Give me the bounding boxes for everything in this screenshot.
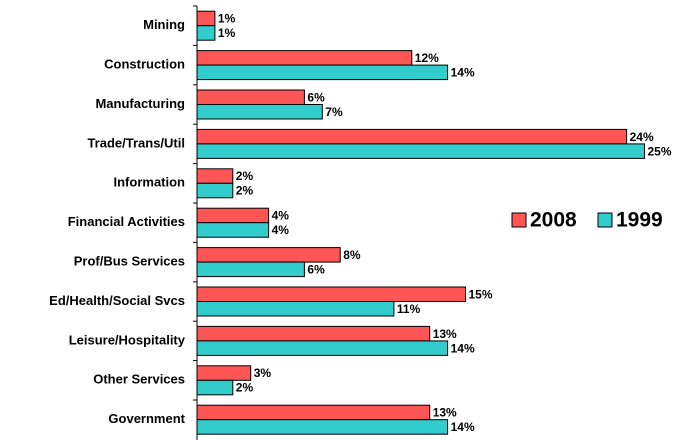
category-label: Ed/Health/Social Svcs: [49, 293, 185, 308]
value-label: 24%: [630, 130, 654, 144]
bar: [196, 104, 323, 120]
bar: [196, 419, 449, 435]
category-label: Prof/Bus Services: [74, 254, 185, 269]
value-label: 1%: [218, 12, 236, 26]
category-label: Financial Activities: [68, 214, 185, 229]
value-label: 4%: [272, 209, 290, 223]
legend-swatch: [597, 212, 613, 228]
category-label: Manufacturing: [95, 96, 185, 111]
value-label: 12%: [415, 51, 439, 65]
bar: [196, 128, 628, 145]
bar: [196, 25, 216, 41]
category-label: Trade/Trans/Util: [87, 135, 185, 150]
bar: [196, 143, 645, 159]
value-label: 14%: [451, 420, 475, 434]
category-label: Information: [114, 175, 186, 190]
value-label: 13%: [433, 406, 457, 420]
value-label: 2%: [236, 169, 254, 183]
value-label: 11%: [397, 302, 421, 316]
bar: [196, 168, 234, 184]
category-label: Mining: [143, 17, 185, 32]
bar: [196, 340, 449, 356]
bar: [196, 50, 413, 66]
value-label: 13%: [433, 327, 457, 341]
bar: [196, 207, 270, 224]
bar: [196, 89, 305, 105]
legend-label: 2008: [530, 209, 577, 232]
category-label: Other Services: [93, 372, 185, 387]
bar: [196, 301, 395, 317]
legend-swatch: [511, 212, 527, 228]
value-label: 14%: [451, 66, 475, 80]
category-label: Government: [108, 411, 185, 426]
bar: [196, 64, 449, 81]
bar: [196, 286, 466, 302]
value-label: 2%: [236, 381, 254, 395]
bar: [196, 182, 234, 199]
category-label: Leisure/Hospitality: [69, 332, 186, 347]
bar: [196, 325, 431, 342]
value-label: 14%: [451, 341, 475, 355]
bar: [196, 10, 216, 27]
legend-label: 1999: [616, 209, 663, 232]
bar: [196, 365, 252, 381]
value-label: 4%: [272, 223, 290, 237]
value-label: 3%: [254, 366, 272, 380]
bar: [196, 379, 234, 396]
value-label: 8%: [343, 248, 361, 262]
category-label: Construction: [104, 57, 185, 72]
value-label: 2%: [236, 184, 254, 198]
bar: [196, 247, 341, 263]
value-label: 6%: [307, 90, 325, 104]
bar: [196, 261, 305, 278]
value-label: 25%: [648, 144, 672, 158]
value-label: 1%: [218, 26, 236, 40]
value-label: 7%: [325, 105, 343, 119]
value-label: 6%: [307, 263, 325, 277]
bar: [196, 404, 431, 421]
bar: [196, 222, 270, 238]
value-label: 15%: [469, 287, 493, 301]
